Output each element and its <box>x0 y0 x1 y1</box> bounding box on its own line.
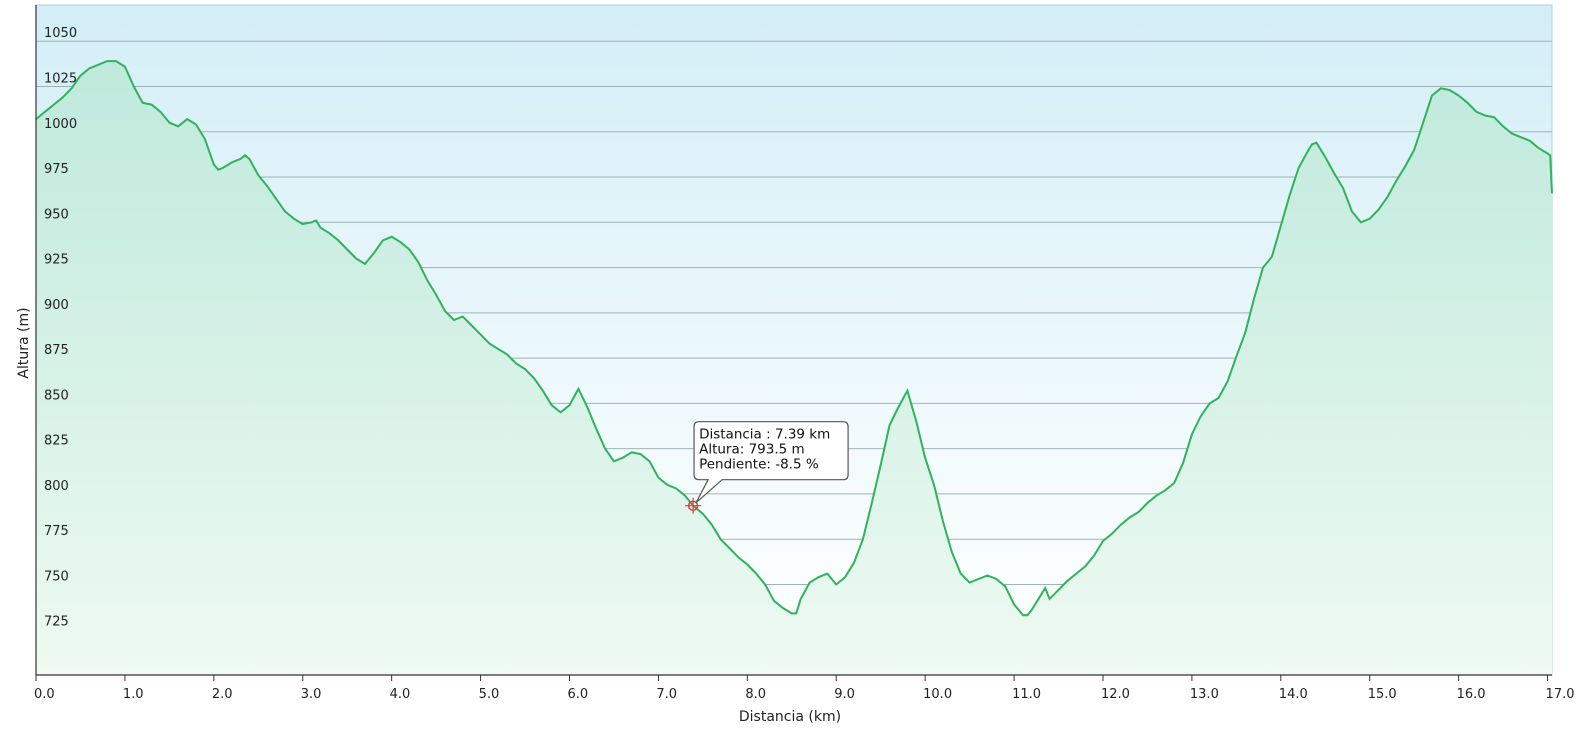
x-tick-label: 12.0 <box>1101 687 1130 702</box>
y-tick-label: 950 <box>44 207 69 222</box>
tooltip: Distancia : 7.39 km Altura: 793.5 m Pend… <box>693 421 849 504</box>
y-tick-label: 1050 <box>44 26 77 41</box>
y-tick-label: 900 <box>44 298 69 313</box>
x-tick-label: 1.0 <box>123 687 144 702</box>
x-tick-label: 17.0 <box>1546 687 1575 702</box>
x-tick-label: 3.0 <box>301 687 322 702</box>
y-tick-label: 925 <box>44 253 69 268</box>
x-tick-label: 7.0 <box>656 687 677 702</box>
tooltip-distance-text: Distancia : 7.39 km <box>699 427 830 443</box>
x-axis-ticks: 0.0 1.0 2.0 3.0 4.0 5.0 6.0 7.0 8.0 9.0 10.0 11.0 12… <box>34 675 1575 702</box>
y-tick-label: 825 <box>44 434 69 449</box>
x-axis-title: Distancia (km) <box>739 709 841 725</box>
y-tick-label: 975 <box>44 162 69 177</box>
x-tick-label: 9.0 <box>834 687 855 702</box>
y-axis-title: Altura (m) <box>16 307 32 378</box>
x-tick-label: 4.0 <box>390 687 411 702</box>
y-tick-label: 1025 <box>44 71 77 86</box>
y-axis-ticks: 725 750 775 800 825 850 875 900 925 950 975 1000 102… <box>44 26 77 630</box>
elevation-line <box>35 60 1553 617</box>
y-tick-label: 775 <box>44 524 69 539</box>
x-tick-label: 16.0 <box>1457 687 1486 702</box>
y-tick-label: 750 <box>44 569 69 584</box>
y-tick-label: 1000 <box>44 117 77 132</box>
x-tick-label: 14.0 <box>1279 687 1308 702</box>
x-tick-label: 0.0 <box>34 687 55 702</box>
x-tick-label: 6.0 <box>567 687 588 702</box>
tooltip-altitude-text: Altura: 793.5 m <box>699 442 805 458</box>
x-tick-label: 2.0 <box>212 687 233 702</box>
y-tick-label: 725 <box>44 615 69 630</box>
x-tick-label: 11.0 <box>1012 687 1041 702</box>
x-tick-label: 15.0 <box>1368 687 1397 702</box>
tooltip-slope-text: Pendiente: -8.5 % <box>699 457 819 473</box>
x-tick-label: 10.0 <box>923 687 952 702</box>
x-tick-label: 13.0 <box>1190 687 1219 702</box>
position-marker[interactable] <box>685 497 702 514</box>
x-tick-label: 5.0 <box>479 687 500 702</box>
y-tick-label: 800 <box>44 479 69 494</box>
x-tick-label: 8.0 <box>745 687 766 702</box>
elevation-area-fill <box>36 61 1552 676</box>
y-tick-label: 875 <box>44 343 69 358</box>
y-tick-label: 850 <box>44 388 69 403</box>
tooltip-box <box>693 421 849 504</box>
